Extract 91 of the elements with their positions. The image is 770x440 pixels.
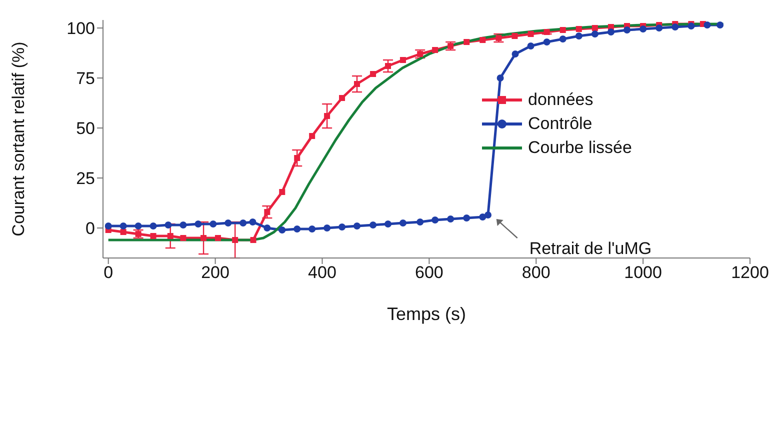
point — [417, 51, 424, 57]
point — [560, 27, 566, 33]
y-tick-label: 100 — [66, 19, 95, 38]
point — [484, 212, 492, 218]
point — [640, 26, 647, 32]
point — [200, 235, 207, 241]
y-axis-title: Courant sortant relatif (%) — [9, 42, 28, 236]
point — [688, 22, 695, 30]
x-tick-label: 200 — [201, 263, 230, 282]
point — [104, 222, 112, 230]
legend-label: Courbe lissée — [528, 138, 632, 158]
point — [180, 235, 186, 241]
point — [339, 95, 346, 101]
point — [576, 26, 582, 32]
point — [512, 50, 519, 58]
point — [370, 222, 377, 228]
x-tick-label: 1200 — [731, 263, 769, 282]
point — [194, 220, 202, 228]
point — [264, 224, 271, 232]
point — [309, 133, 316, 139]
point — [250, 237, 256, 243]
point — [448, 43, 454, 49]
x-axis-title: Temps (s) — [386, 304, 466, 324]
point — [385, 63, 391, 69]
point — [432, 47, 438, 53]
point — [370, 71, 376, 77]
point — [164, 222, 172, 228]
point — [607, 28, 614, 36]
point — [353, 222, 360, 230]
x-tick-label: 1000 — [624, 263, 662, 282]
x-tick-label: 800 — [522, 263, 550, 282]
legend-label: données — [528, 90, 594, 110]
point — [214, 235, 221, 241]
point — [672, 24, 679, 30]
x-tick-label: 600 — [414, 263, 444, 282]
annotation: Retrait de l'uMG — [529, 239, 652, 258]
point — [338, 224, 346, 230]
point — [264, 209, 270, 215]
point — [479, 214, 486, 220]
point — [120, 229, 126, 235]
point — [224, 220, 232, 226]
point — [354, 81, 360, 87]
point — [463, 214, 470, 222]
point — [432, 216, 439, 224]
point — [135, 231, 142, 237]
point — [180, 222, 187, 228]
point — [324, 224, 331, 232]
point — [624, 26, 631, 34]
point — [496, 35, 502, 41]
point — [294, 226, 301, 232]
point — [249, 218, 256, 226]
point — [656, 24, 663, 32]
point — [294, 155, 300, 161]
point — [416, 218, 424, 226]
point — [544, 29, 550, 35]
point — [279, 189, 286, 195]
x-tick-label: 0 — [104, 263, 114, 282]
point — [480, 37, 486, 43]
y-tick-label: 25 — [76, 169, 95, 188]
y-tick-label: 75 — [76, 69, 95, 88]
point — [167, 233, 174, 239]
y-tick-label: 0 — [86, 219, 95, 238]
point — [591, 30, 598, 38]
point — [527, 42, 534, 50]
point — [240, 220, 247, 226]
point — [496, 74, 504, 82]
point — [134, 222, 142, 230]
point — [592, 25, 598, 31]
point — [543, 38, 550, 46]
point — [150, 222, 157, 230]
point — [120, 222, 127, 230]
point — [464, 39, 470, 45]
point — [150, 233, 156, 239]
point — [400, 57, 406, 63]
point — [232, 237, 238, 243]
point — [716, 22, 724, 28]
point — [512, 33, 518, 39]
legend-label: Contrôle — [528, 114, 592, 134]
point — [528, 31, 534, 37]
point — [210, 220, 217, 228]
point — [575, 32, 582, 40]
x-tick-label: 400 — [308, 263, 336, 282]
point — [559, 36, 566, 42]
point — [704, 22, 711, 28]
point — [308, 226, 316, 232]
point — [384, 220, 392, 228]
point — [324, 113, 330, 119]
point — [447, 216, 454, 222]
point — [399, 220, 406, 226]
point — [278, 226, 286, 234]
y-tick-label: 50 — [76, 119, 95, 138]
